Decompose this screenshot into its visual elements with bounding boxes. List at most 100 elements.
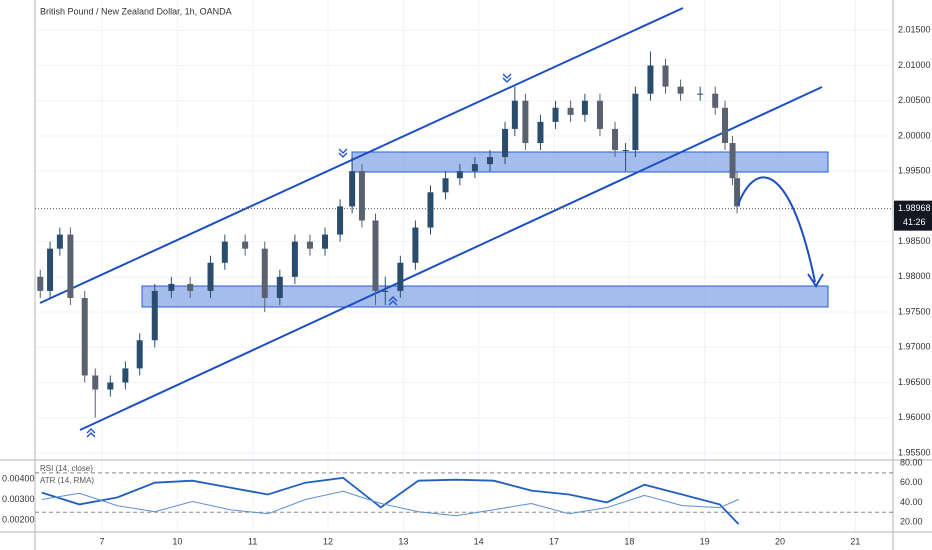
candle-body: [596, 100, 603, 129]
x-tick-label: 12: [323, 536, 333, 546]
legend-entry: ATR (14, RMA): [40, 476, 94, 485]
candle-body: [734, 178, 741, 207]
last-price-label: 1.98968: [898, 203, 931, 213]
candle-body: [612, 128, 619, 151]
candle-body: [456, 171, 463, 179]
x-tick-label: 14: [474, 536, 484, 546]
y-tick-label: 1.98500: [898, 236, 931, 246]
candle-body: [581, 100, 588, 115]
x-tick-label: 11: [248, 536, 257, 546]
indicator-pane: 0.00400 0.00300 0.00200 80.00 60.00 40.00 20.0…: [2, 457, 923, 526]
y-tick-label: 1.96000: [898, 412, 931, 422]
candle-body: [276, 276, 283, 298]
x-tick-label: 13: [398, 536, 408, 546]
y-tick-label: 1.97000: [898, 342, 931, 352]
candles: [37, 51, 741, 418]
down-marker: [502, 73, 512, 83]
support-zone: [141, 285, 829, 308]
arrow-head: [807, 273, 824, 288]
legend-entry: RSI (14, close): [40, 464, 93, 473]
y-tick-label: 2.00000: [898, 130, 931, 140]
candle-body: [337, 206, 344, 235]
candle-body: [552, 107, 559, 122]
x-tick-label: 19: [700, 536, 710, 546]
rsi-tick-label: 60.00: [900, 477, 923, 487]
y-tick-label: 1.97500: [898, 306, 931, 316]
candle-body: [151, 290, 158, 341]
candle-body: [187, 283, 194, 291]
candle-body: [397, 262, 404, 291]
rsi-tick-label: 40.00: [900, 497, 923, 507]
candle-body: [67, 234, 74, 298]
candle-body: [537, 121, 544, 144]
candle-body: [471, 164, 478, 172]
y-tick-label: 1.96500: [898, 377, 931, 387]
candle-body: [632, 93, 639, 151]
candle-body: [412, 227, 419, 263]
x-tick-label: 18: [624, 536, 634, 546]
candle-body: [242, 241, 249, 249]
up-marker: [388, 296, 398, 306]
candle-body: [37, 276, 44, 291]
countdown-label: 41:26: [903, 217, 926, 227]
candle-body: [322, 234, 329, 249]
candle-body: [56, 234, 63, 249]
candle-body: [47, 248, 54, 291]
x-tick-label: 21: [850, 536, 860, 546]
candle-body: [442, 178, 449, 193]
indicator-line: [41, 476, 740, 525]
atr-tick-label: 0.00300: [2, 494, 35, 504]
candle-body: [729, 143, 736, 179]
x-tick-label: 17: [549, 536, 559, 546]
projection-arrow: [737, 176, 816, 283]
resistance-zone: [351, 151, 829, 173]
y-tick-label: 1.98000: [898, 271, 931, 281]
candle-body: [136, 340, 143, 369]
candle-body: [349, 171, 356, 207]
candle-body: [81, 297, 88, 376]
x-tick-label: 7: [100, 536, 105, 546]
channel-lower: [79, 86, 823, 431]
chart-title: British Pound / New Zealand Dollar, 1h, …: [40, 6, 232, 16]
candle-body: [697, 93, 704, 95]
candle-body: [647, 65, 654, 94]
candle-body: [382, 290, 389, 292]
y-tick-label: 1.99500: [898, 166, 931, 176]
up-marker: [86, 428, 96, 438]
x-tick-label: 10: [172, 536, 182, 546]
rsi-tick-label: 20.00: [900, 517, 923, 527]
y-tick-label: 1.95500: [898, 447, 931, 457]
candle-body: [291, 241, 298, 277]
candle-body: [372, 220, 379, 291]
last-price-box: [894, 200, 932, 231]
down-marker: [338, 148, 348, 158]
atr-tick-label: 0.00200: [2, 514, 35, 524]
candle-body: [567, 107, 574, 115]
atr-tick-label: 0.00400: [2, 473, 35, 483]
candle-body: [207, 262, 214, 291]
y-tick-label: 2.00500: [898, 95, 931, 105]
candle-body: [522, 100, 529, 144]
channel-upper: [39, 7, 684, 304]
rsi-tick-label: 80.00: [900, 457, 923, 467]
candle-body: [662, 65, 669, 87]
candle-body: [677, 86, 684, 94]
indicator-line: [41, 490, 739, 517]
candle-body: [306, 241, 313, 249]
candle-body: [358, 171, 365, 221]
grid: [35, 0, 893, 532]
candle-body: [221, 241, 228, 263]
candle-body: [122, 368, 129, 383]
y-tick-label: 2.01000: [898, 60, 931, 70]
candle-body: [486, 157, 493, 165]
candle-body: [712, 93, 719, 108]
candle-body: [722, 107, 729, 144]
x-tick-label: 20: [775, 536, 785, 546]
candle-body: [622, 150, 629, 152]
candle-body: [107, 382, 114, 390]
candle-body: [427, 192, 434, 228]
candle-body: [511, 100, 518, 129]
candle-body: [168, 283, 175, 291]
